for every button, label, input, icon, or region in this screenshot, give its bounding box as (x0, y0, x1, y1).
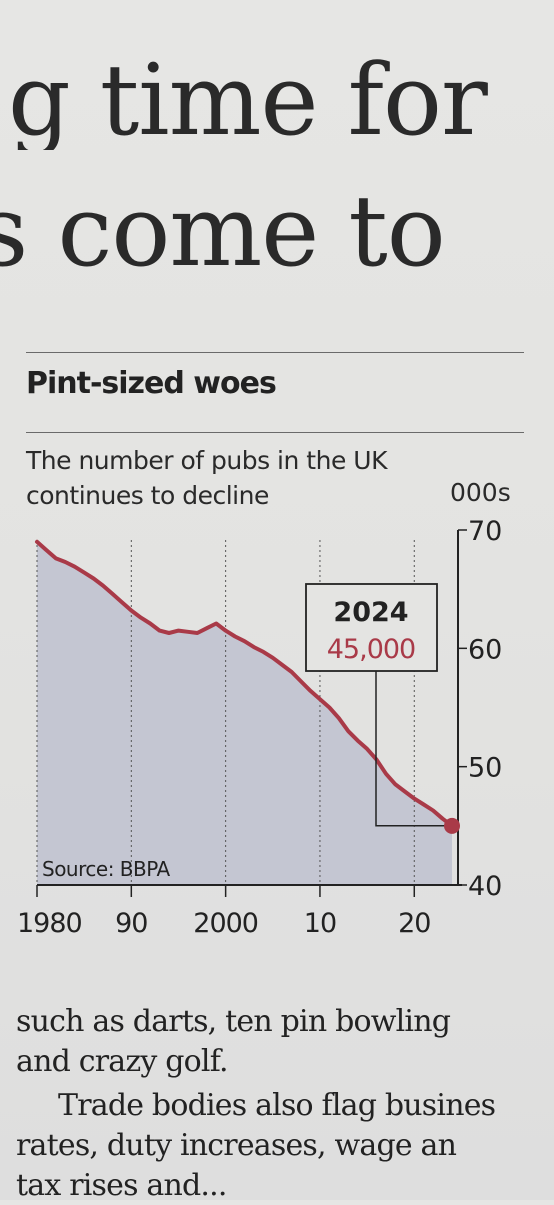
x-tick-label-2020: 20 (398, 908, 430, 939)
chart-title: Pint-sized woes (26, 366, 277, 401)
body-text-line: rates, duty increases, wage an (16, 1128, 457, 1163)
y-tick-label-50: 50 (468, 753, 502, 784)
series-line (35, 539, 454, 828)
chart-title-rule (26, 432, 524, 433)
x-tick-label-2010: 10 (304, 908, 336, 939)
x-tick-label-1990: 90 (115, 908, 147, 939)
body-text-line: such as darts, ten pin bowling (16, 1004, 451, 1039)
headline-line-1: g time for (8, 52, 488, 150)
body-text-line: and crazy golf. (16, 1044, 229, 1079)
headline-line-2: s come to (0, 183, 446, 281)
body-text-line: tax rises and... (16, 1168, 227, 1203)
chart-subtitle: The number of pubs in the UK continues t… (26, 446, 387, 510)
source-label: Source: BBPA (42, 857, 171, 881)
x-tick-label-1980: 1980 (17, 908, 82, 939)
body-text-line: Trade bodies also flag busines (58, 1088, 496, 1123)
annotation-point (444, 817, 460, 834)
y-tick-label-40: 40 (468, 871, 502, 902)
x-tick-label-2000: 2000 (193, 908, 258, 939)
pubs-area-chart: 1980 90 2000 10 20 70 60 50 40 2024 45,000 Source: … (17, 516, 502, 939)
annotation-year: 2024 (333, 597, 408, 628)
y-axis-unit-label: 000s (450, 478, 511, 507)
annotation-leader (375, 670, 448, 827)
annotation-value: 45,000 (327, 634, 415, 665)
chart-top-rule (26, 352, 524, 353)
area-fill (37, 541, 452, 885)
y-tick-label-70: 70 (468, 516, 502, 547)
y-tick-label-60: 60 (468, 634, 502, 665)
annotation-box (305, 583, 438, 672)
